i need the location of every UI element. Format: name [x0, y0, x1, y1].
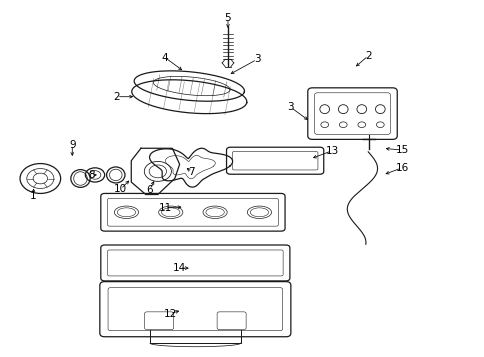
Text: 16: 16	[394, 163, 408, 173]
Text: 7: 7	[188, 167, 195, 177]
Text: 10: 10	[114, 184, 127, 194]
Text: 12: 12	[163, 309, 176, 319]
Text: 8: 8	[88, 170, 95, 180]
Text: 6: 6	[146, 185, 152, 195]
Text: 1: 1	[30, 191, 37, 201]
Text: 5: 5	[224, 14, 231, 24]
Text: 13: 13	[325, 146, 338, 156]
Text: 9: 9	[69, 140, 76, 150]
Text: 2: 2	[113, 92, 120, 102]
Text: 2: 2	[364, 51, 371, 61]
Text: 14: 14	[173, 263, 186, 273]
Text: 11: 11	[158, 203, 171, 213]
Text: 3: 3	[253, 54, 260, 64]
Text: 4: 4	[162, 52, 168, 62]
Text: 15: 15	[394, 145, 408, 155]
Text: 3: 3	[287, 102, 294, 112]
